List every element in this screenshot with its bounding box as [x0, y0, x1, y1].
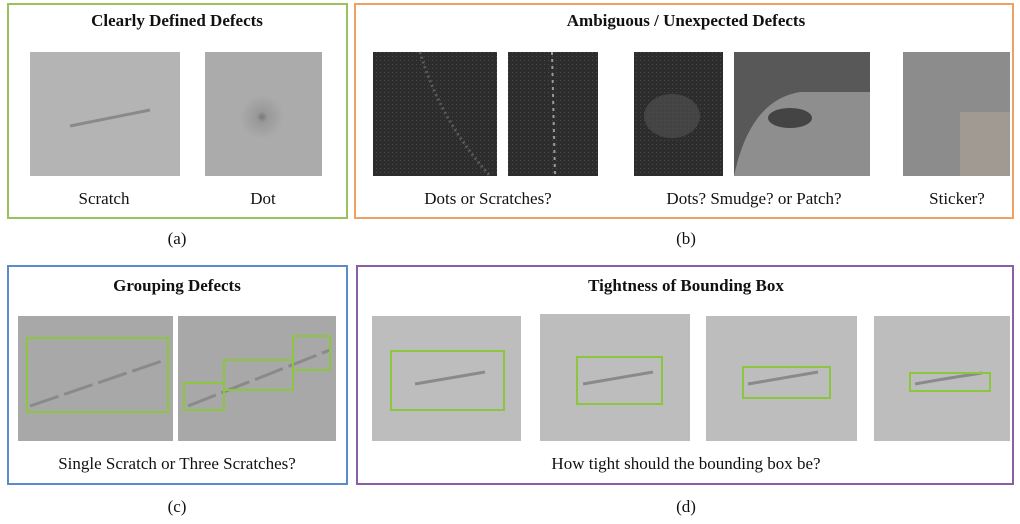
- image: [903, 52, 1010, 176]
- caption: Scratch: [79, 189, 130, 208]
- image: [373, 51, 497, 177]
- image: [18, 316, 173, 441]
- panel-label: (b): [676, 229, 696, 248]
- panel-label: (c): [168, 497, 187, 516]
- panel-frame: [354, 3, 1014, 219]
- caption: Dot: [250, 189, 276, 208]
- image: [874, 316, 1010, 441]
- image: [540, 314, 690, 441]
- panel-frame: [7, 3, 348, 219]
- panel-title: Grouping Defects: [113, 276, 241, 295]
- panel-title: Clearly Defined Defects: [91, 11, 263, 30]
- caption: How tight should the bounding box be?: [551, 454, 820, 473]
- caption: Single Scratch or Three Scratches?: [58, 454, 296, 473]
- panel-frame: [7, 265, 348, 485]
- panel-title: Tightness of Bounding Box: [588, 276, 784, 295]
- panel-frame: [356, 265, 1014, 485]
- image: [30, 52, 180, 176]
- caption: Sticker?: [929, 189, 985, 208]
- caption: Dots? Smudge? or Patch?: [666, 189, 841, 208]
- image: [372, 316, 521, 441]
- caption: Dots or Scratches?: [424, 189, 551, 208]
- image: [205, 52, 322, 176]
- image: [178, 316, 336, 441]
- panel-title: Ambiguous / Unexpected Defects: [567, 11, 806, 30]
- image: [734, 52, 870, 176]
- image: [508, 51, 598, 177]
- panel-label: (a): [168, 229, 187, 248]
- panel-label: (d): [676, 497, 696, 516]
- image: [634, 52, 723, 176]
- image: [706, 316, 857, 441]
